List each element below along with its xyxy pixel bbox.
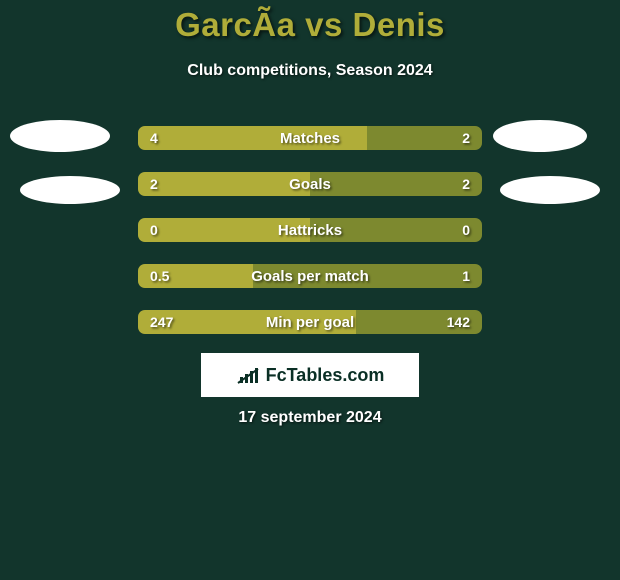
stat-bar-right (310, 218, 482, 242)
player-right-avatar-2 (500, 176, 600, 204)
stat-bar-right (310, 172, 482, 196)
stat-bar-left (138, 264, 253, 288)
stat-row: 22Goals (138, 172, 482, 196)
player-left-avatar-1 (10, 120, 110, 152)
player-left-avatar-2 (20, 176, 120, 204)
player-right-avatar-1 (493, 120, 587, 152)
stat-row: 247142Min per goal (138, 310, 482, 334)
comparison-infographic: GarcÃ­a vs Denis Club competitions, Seas… (0, 0, 620, 580)
stat-bar-right (253, 264, 482, 288)
source-logo-text: FcTables.com (266, 365, 385, 386)
stat-row: 0.51Goals per match (138, 264, 482, 288)
bars-icon (236, 365, 260, 385)
page-title: GarcÃ­a vs Denis (0, 6, 620, 44)
stat-bar-left (138, 218, 310, 242)
date-caption: 17 september 2024 (0, 409, 620, 427)
subtitle: Club competitions, Season 2024 (0, 62, 620, 80)
comparison-bars: 42Matches 22Goals 00Hattricks 0.51Goals per… (138, 126, 482, 356)
stat-bar-left (138, 126, 367, 150)
stat-bar-right (356, 310, 482, 334)
stat-row: 00Hattricks (138, 218, 482, 242)
stat-bar-left (138, 310, 356, 334)
stat-row: 42Matches (138, 126, 482, 150)
stat-bar-right (367, 126, 482, 150)
stat-bar-left (138, 172, 310, 196)
source-logo: FcTables.com (201, 353, 419, 397)
